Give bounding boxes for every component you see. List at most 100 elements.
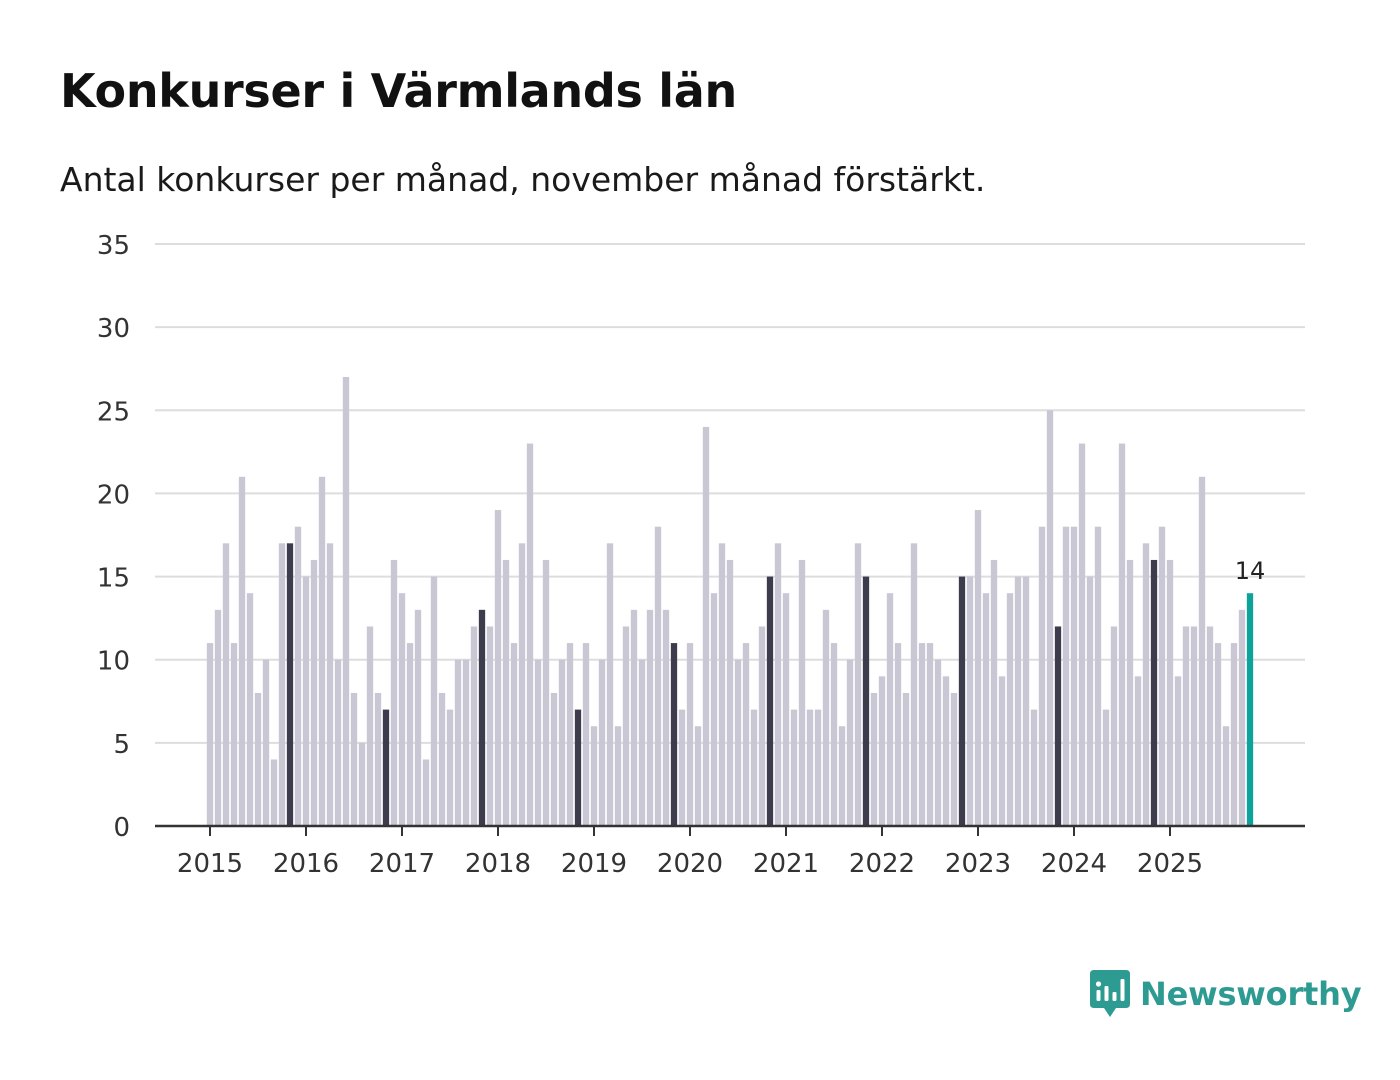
bar [1022, 576, 1030, 826]
x-tick-label: 2018 [465, 849, 531, 879]
bar [438, 692, 446, 826]
bar [566, 643, 574, 826]
bar [238, 476, 246, 826]
x-tick-label: 2025 [1137, 849, 1203, 879]
bar [886, 593, 894, 826]
bar [486, 626, 494, 826]
bar-november [862, 576, 870, 826]
bar [582, 643, 590, 826]
bar [710, 593, 718, 826]
bar [1142, 543, 1150, 826]
bar [334, 659, 342, 826]
bar [1086, 576, 1094, 826]
bar [758, 626, 766, 826]
x-tick-label: 2016 [273, 849, 339, 879]
bar [926, 643, 934, 826]
bar [510, 643, 518, 826]
newsworthy-logo: Newsworthy [1090, 970, 1362, 1018]
bars [206, 377, 1254, 826]
bar [1158, 526, 1166, 826]
bar [1094, 526, 1102, 826]
bar [870, 692, 878, 826]
bar [494, 510, 502, 826]
bar [878, 676, 886, 826]
bar [326, 543, 334, 826]
y-tick-label: 35 [97, 231, 130, 261]
bar [318, 476, 326, 826]
bar [270, 759, 278, 826]
bar [662, 609, 670, 826]
newsworthy-logo-icon [1090, 970, 1130, 1017]
bar [814, 709, 822, 826]
x-tick-label: 2015 [177, 849, 243, 879]
bar [806, 709, 814, 826]
bar [638, 659, 646, 826]
y-tick-label: 30 [97, 314, 130, 344]
bar [1006, 593, 1014, 826]
bar [430, 576, 438, 826]
bar [694, 726, 702, 826]
bar [1062, 526, 1070, 826]
bar [358, 742, 366, 826]
bar [558, 659, 566, 826]
bar [1038, 526, 1046, 826]
bar [590, 726, 598, 826]
bar [526, 443, 534, 826]
bar [678, 709, 686, 826]
bar [598, 659, 606, 826]
bar [726, 559, 734, 826]
bar [830, 643, 838, 826]
bar-november [958, 576, 966, 826]
bar [782, 593, 790, 826]
bar-latest [1246, 593, 1254, 826]
bar [902, 692, 910, 826]
bar [614, 726, 622, 826]
bar [646, 609, 654, 826]
bar [1206, 626, 1214, 826]
bar [470, 626, 478, 826]
bar [982, 593, 990, 826]
bar [262, 659, 270, 826]
bar [1110, 626, 1118, 826]
bar [974, 510, 982, 826]
bar-november [286, 543, 294, 826]
x-tick-label: 2024 [1041, 849, 1107, 879]
bar [462, 659, 470, 826]
x-tick-label: 2017 [369, 849, 435, 879]
bar [918, 643, 926, 826]
y-tick-label: 20 [97, 480, 130, 510]
bar [790, 709, 798, 826]
annotations: 14 [1235, 557, 1266, 585]
bar [446, 709, 454, 826]
bar [838, 726, 846, 826]
bar [1014, 576, 1022, 826]
bar [422, 759, 430, 826]
y-tick-label: 25 [97, 397, 130, 427]
bar [1174, 676, 1182, 826]
bar [718, 543, 726, 826]
bar [206, 643, 214, 826]
bar [534, 659, 542, 826]
bar [950, 692, 958, 826]
bar [1070, 526, 1078, 826]
bar [990, 559, 998, 826]
bar [734, 659, 742, 826]
bar [230, 643, 238, 826]
bar [1102, 709, 1110, 826]
x-tick-label: 2022 [849, 849, 915, 879]
bar [350, 692, 358, 826]
bar [302, 576, 310, 826]
x-tick-label: 2020 [657, 849, 723, 879]
bar [846, 659, 854, 826]
bar [1134, 676, 1142, 826]
bar [502, 559, 510, 826]
bar [1126, 559, 1134, 826]
bar [750, 709, 758, 826]
bar [294, 526, 302, 826]
bar [1030, 709, 1038, 826]
bar [1230, 643, 1238, 826]
bar [374, 692, 382, 826]
bar [742, 643, 750, 826]
y-tick-label: 10 [97, 647, 130, 677]
